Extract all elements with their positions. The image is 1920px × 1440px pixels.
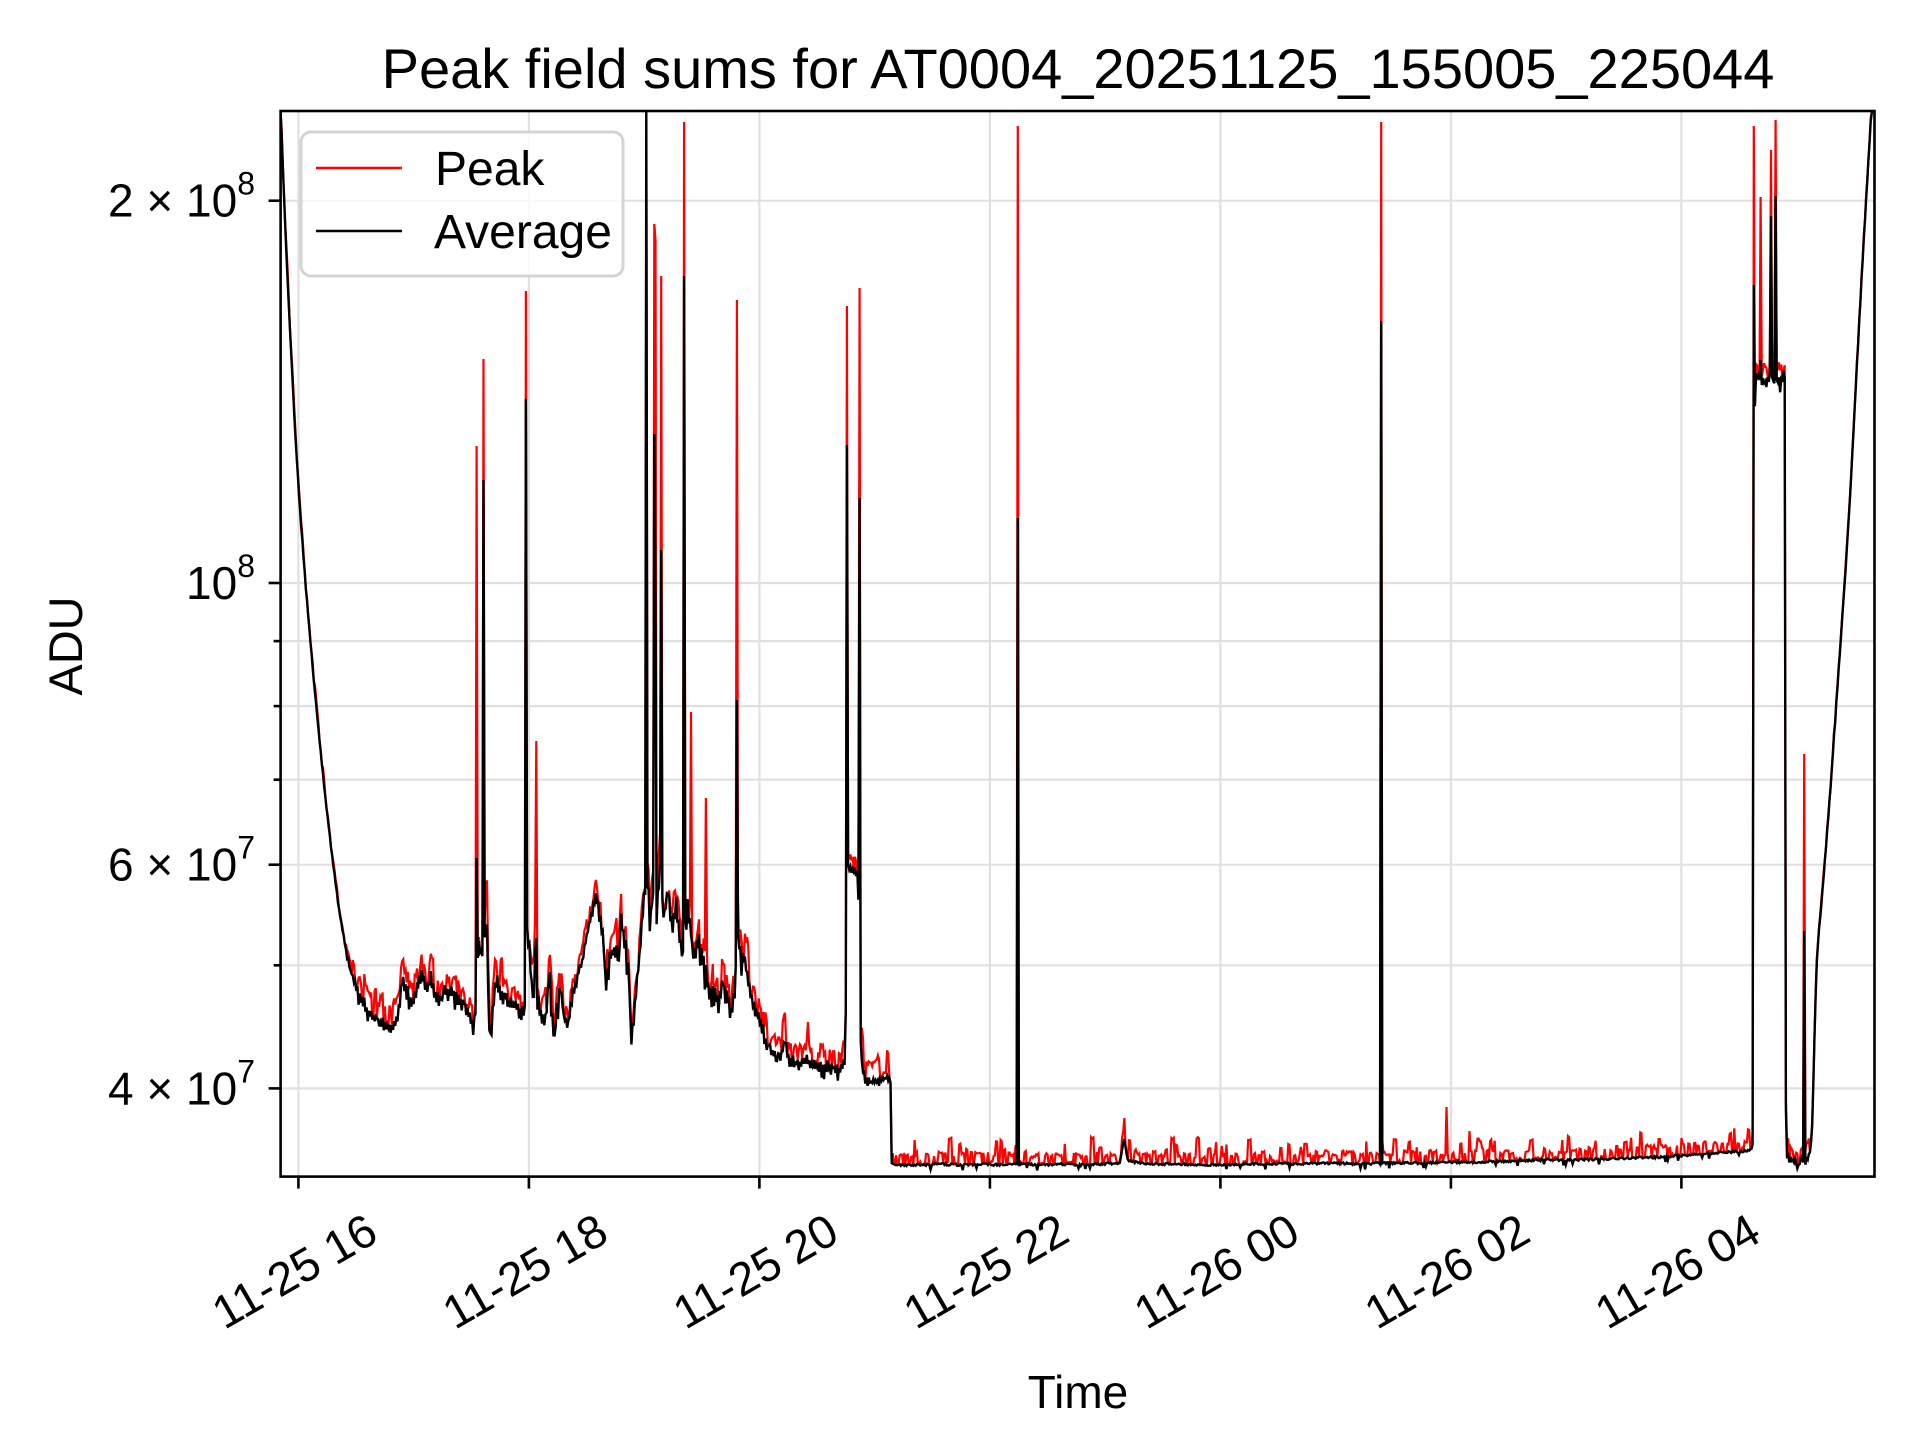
svg-text:Average: Average xyxy=(434,206,612,259)
svg-text:ADU: ADU xyxy=(39,596,92,695)
svg-text:Peak: Peak xyxy=(435,143,545,196)
svg-text:Time: Time xyxy=(1028,1366,1129,1418)
svg-text:108: 108 xyxy=(186,548,255,609)
svg-text:2 × 108: 2 × 108 xyxy=(108,166,255,227)
svg-text:6 × 107: 6 × 107 xyxy=(108,830,255,891)
svg-text:Peak field sums for AT0004_202: Peak field sums for AT0004_20251125_1550… xyxy=(382,37,1775,100)
svg-text:4 × 107: 4 × 107 xyxy=(108,1053,255,1114)
